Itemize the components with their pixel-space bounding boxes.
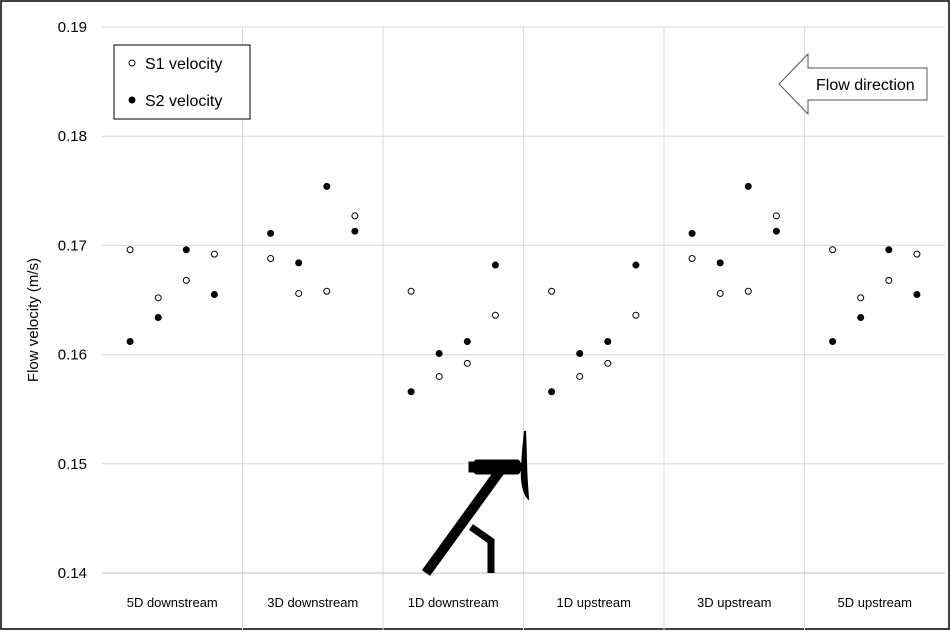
s1-velocity-point <box>829 246 837 254</box>
legend: S1 velocity S2 velocity <box>113 44 251 120</box>
s2-velocity-point <box>548 388 556 396</box>
legend-marker-s1 <box>128 59 136 67</box>
s1-velocity-point <box>351 212 359 220</box>
s1-velocity-point <box>744 287 752 295</box>
y-tick-label: 0.16 <box>58 347 87 364</box>
s2-velocity-point <box>267 229 275 237</box>
grid-layer <box>102 26 945 630</box>
legend-label-s2: S2 velocity <box>145 93 222 110</box>
s1-velocity-point <box>716 289 724 297</box>
s2-velocity-point <box>210 291 218 299</box>
s2-velocity-point <box>491 261 499 269</box>
s2-velocity-point <box>435 350 443 358</box>
flow-direction-arrow: Flow direction <box>778 52 928 116</box>
x-tick-label: 3D upstream <box>697 595 771 610</box>
y-tick-label: 0.15 <box>58 456 87 473</box>
y-tick-label: 0.18 <box>58 128 87 145</box>
legend-label-s1: S1 velocity <box>145 56 222 73</box>
s1-velocity-point <box>688 255 696 263</box>
s1-velocity-point <box>435 372 443 380</box>
s2-velocity-point <box>744 182 752 190</box>
turbine-diagram <box>421 430 530 576</box>
s2-velocity-point <box>154 313 162 321</box>
x-tick-label: 1D upstream <box>557 595 631 610</box>
s2-velocity-point <box>716 259 724 267</box>
s2-velocity-point <box>772 227 780 235</box>
s1-velocity-point <box>913 250 921 258</box>
axis-layer: 0.14 0.15 0.16 0.17 0.18 0.19 5D downstream 3D … <box>58 19 945 610</box>
s1-velocity-point <box>463 359 471 367</box>
s1-velocity-point <box>407 287 415 295</box>
legend-marker-s2 <box>128 96 136 104</box>
s1-velocity-point <box>604 359 612 367</box>
s2-velocity-point <box>885 246 893 254</box>
s2-velocity-point <box>913 291 921 299</box>
s2-velocity-point <box>323 182 331 190</box>
s1-velocity-point <box>323 287 331 295</box>
s1-velocity-point <box>154 294 162 302</box>
s2-velocity-point <box>576 350 584 358</box>
s1-velocity-point <box>491 311 499 319</box>
s2-velocity-point <box>463 337 471 345</box>
s1-velocity-point <box>632 311 640 319</box>
x-tick-label: 5D upstream <box>838 595 912 610</box>
s2-velocity-point <box>688 229 696 237</box>
flow-direction-label: Flow direction <box>816 77 915 94</box>
s1-velocity-point <box>548 287 556 295</box>
s2-velocity-point <box>632 261 640 269</box>
s2-velocity-point <box>182 246 190 254</box>
s2-velocity-point <box>126 337 134 345</box>
s1-velocity-point <box>210 250 218 258</box>
s1-velocity-point <box>126 246 134 254</box>
x-tick-label: 3D downstream <box>267 595 358 610</box>
y-tick-label: 0.14 <box>58 565 87 582</box>
s2-velocity-point <box>351 227 359 235</box>
x-tick-label: 1D downstream <box>408 595 499 610</box>
legend-box <box>113 44 251 120</box>
y-tick-label: 0.19 <box>58 19 87 36</box>
s1-velocity-point <box>182 276 190 284</box>
s2-velocity-point <box>829 337 837 345</box>
s1-velocity-point <box>885 276 893 284</box>
s1-velocity-point <box>772 212 780 220</box>
s1-velocity-point <box>267 255 275 263</box>
s2-velocity-point <box>857 313 865 321</box>
s2-velocity-point <box>295 259 303 267</box>
y-tick-label: 0.17 <box>58 237 87 254</box>
s1-velocity-point <box>576 372 584 380</box>
s1-velocity-point <box>857 294 865 302</box>
s2-velocity-point <box>604 337 612 345</box>
y-axis-label: Flow velocity (m/s) <box>25 258 42 382</box>
s1-velocity-point <box>295 289 303 297</box>
x-tick-label: 5D downstream <box>127 595 218 610</box>
series-layer <box>126 182 921 396</box>
s2-velocity-point <box>407 388 415 396</box>
